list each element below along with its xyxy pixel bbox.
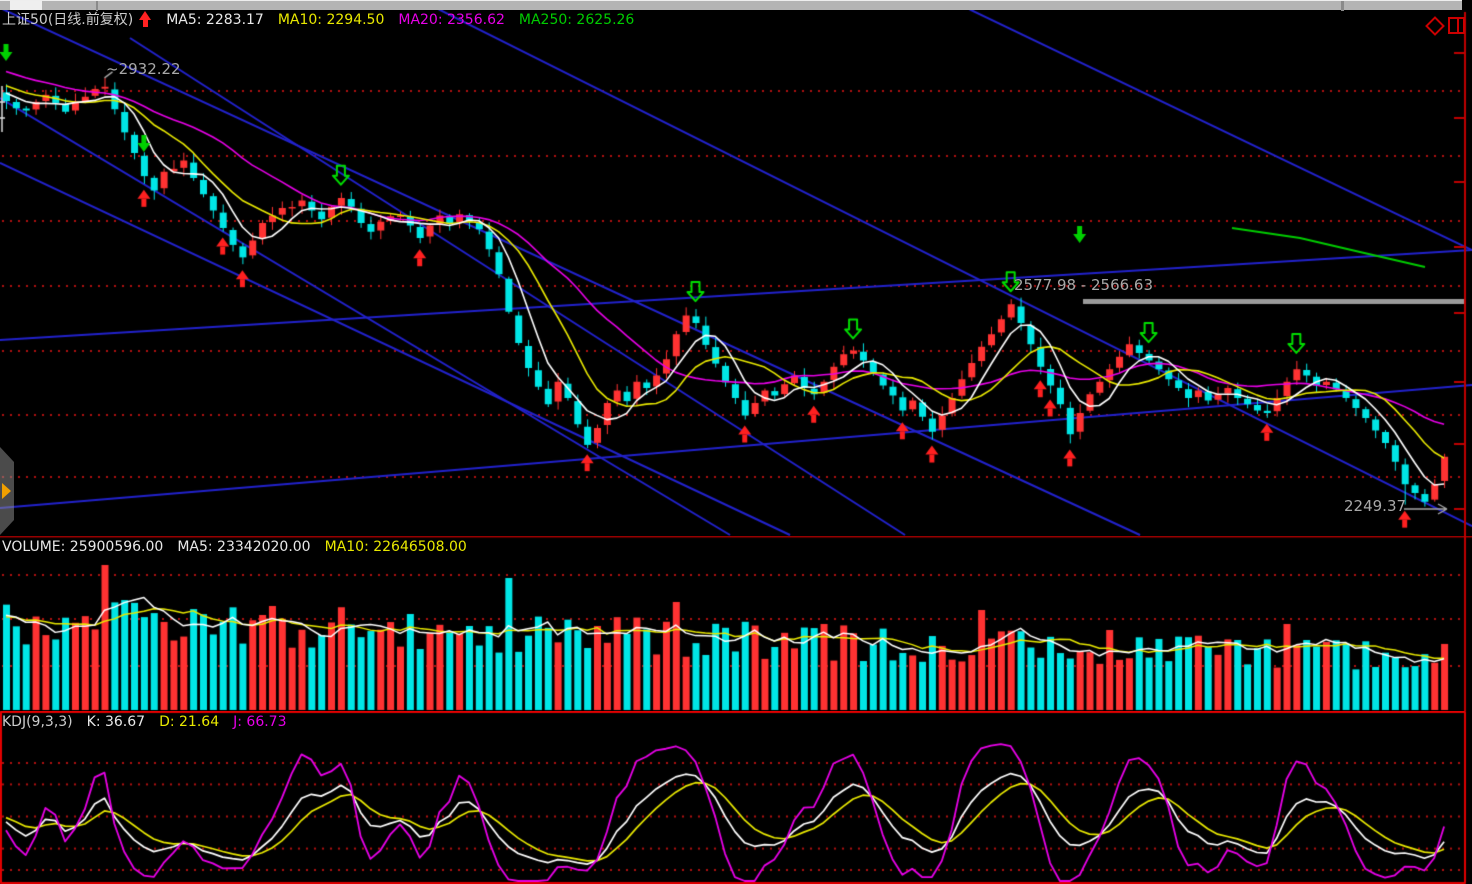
- sidebar-expand-handle[interactable]: [0, 447, 14, 535]
- main-price-chart-canvas[interactable]: [0, 10, 1472, 536]
- ma5-label: MA5: 2283.17: [166, 11, 264, 28]
- chart-title: 上证50(日线.前复权): [2, 11, 134, 28]
- price-up-arrow-icon: [139, 11, 152, 28]
- window-split-icon[interactable]: [1448, 17, 1465, 34]
- expand-triangle-icon: [2, 483, 11, 499]
- main-chart-header: 上证50(日线.前复权) MA5: 2283.17 MA10: 2294.50 …: [2, 11, 648, 28]
- final-low-annotation: 2249.37: [1344, 497, 1407, 515]
- vol-ma10-label: MA10: 22646508.00: [324, 539, 467, 555]
- kdj-pane-canvas[interactable]: [0, 711, 1472, 884]
- kdj-d-label: D: 21.64: [159, 714, 220, 730]
- kdj-k-label: K: 36.67: [86, 714, 146, 730]
- volume-pane-header: VOLUME: 25900596.00 MA5: 23342020.00 MA1…: [2, 539, 481, 555]
- kdj-title: KDJ(9,3,3): [2, 714, 73, 730]
- volume-label: VOLUME: 25900596.00: [2, 539, 164, 555]
- kdj-j-label: J: 66.73: [233, 714, 287, 730]
- titlebar-highlight-segment: [10, 1, 42, 10]
- window-titlebar[interactable]: [0, 0, 1462, 11]
- peak-price-annotation: ~2932.22: [106, 60, 181, 78]
- vol-ma5-label: MA5: 23342020.00: [177, 539, 311, 555]
- ma250-label: MA250: 2625.26: [518, 11, 635, 28]
- titlebar-seam: [1341, 1, 1344, 11]
- kdj-pane-header: KDJ(9,3,3) K: 36.67 D: 21.64 J: 66.73: [2, 714, 300, 730]
- resistance-range-annotation: 2577.98 - 2566.63: [1014, 276, 1154, 294]
- ma10-label: MA10: 2294.50: [277, 11, 385, 28]
- volume-pane-canvas[interactable]: [0, 536, 1472, 711]
- titlebar-seam: [96, 1, 98, 11]
- ma20-label: MA20: 2356.62: [398, 11, 505, 28]
